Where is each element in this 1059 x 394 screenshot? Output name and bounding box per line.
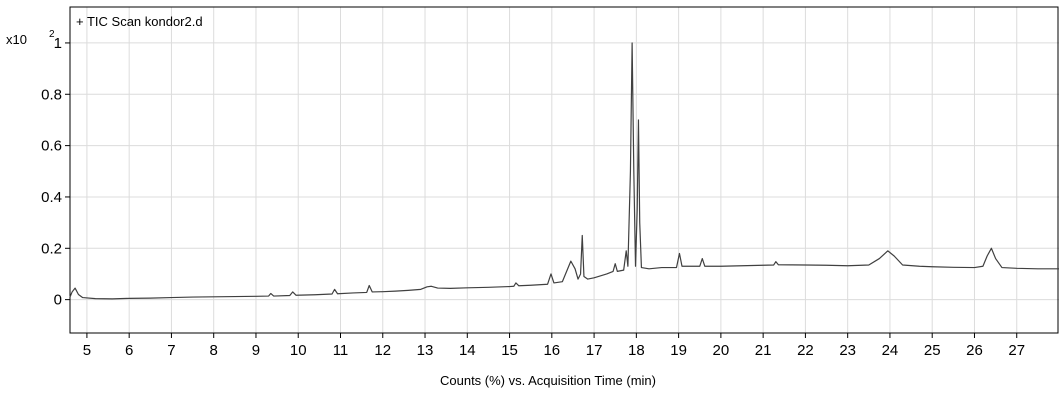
x-tick-label: 18 xyxy=(628,342,645,359)
series-line-1 xyxy=(69,42,1059,300)
x-tick-label: 12 xyxy=(374,342,391,359)
x-tick-label: 10 xyxy=(290,342,307,359)
x-tick-label: 11 xyxy=(333,342,349,359)
plot-frame xyxy=(69,6,1059,334)
x-tick-label: 7 xyxy=(167,342,175,359)
x-axis: 5 6 7 8 9 10 11 12 13 14 15 16 17 18 19 20 21 22 23 24 25 26 2… xyxy=(83,333,1025,359)
y-tick-label: 0.4 xyxy=(41,189,62,206)
x-tick-label: 6 xyxy=(125,342,133,359)
x-tick-label: 24 xyxy=(882,342,899,359)
y-tick-label: 0.2 xyxy=(41,240,62,257)
x-tick-label: 8 xyxy=(210,342,218,359)
y-tick-label: 0 xyxy=(54,292,62,309)
series-layer xyxy=(69,42,1059,300)
x-tick-label: 13 xyxy=(417,342,434,359)
x-tick-label: 27 xyxy=(1008,342,1025,359)
x-axis-title: Counts (%) vs. Acquisition Time (min) xyxy=(440,373,656,388)
y-multiplier-exponent: 2 xyxy=(49,29,55,40)
grid xyxy=(70,7,1059,333)
x-tick-label: 16 xyxy=(543,342,560,359)
y-multiplier-base: x10 xyxy=(6,32,27,47)
x-tick-label: 14 xyxy=(459,342,476,359)
x-tick-label: 21 xyxy=(755,342,772,359)
y-axis: 0 0.2 0.4 0.6 0.8 1 xyxy=(41,35,70,309)
y-tick-label: 0.6 xyxy=(41,138,62,155)
x-tick-label: 9 xyxy=(252,342,260,359)
x-tick-label: 15 xyxy=(501,342,518,359)
x-tick-label: 19 xyxy=(670,342,687,359)
x-tick-label: 26 xyxy=(966,342,983,359)
x-tick-label: 25 xyxy=(924,342,941,359)
y-tick-label: 1 xyxy=(54,35,62,52)
x-tick-label: 20 xyxy=(713,342,730,359)
y-tick-label: 0.8 xyxy=(41,86,62,103)
x-tick-label: 22 xyxy=(797,342,814,359)
x-tick-label: 17 xyxy=(586,342,603,359)
x-tick-label: 5 xyxy=(83,342,91,359)
legend-entry: + TIC Scan kondor2.d xyxy=(76,14,203,29)
x-tick-label: 23 xyxy=(839,342,856,359)
